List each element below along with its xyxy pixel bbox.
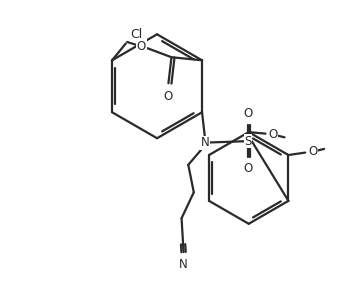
Text: O: O — [163, 90, 172, 103]
Text: O: O — [137, 40, 146, 53]
Text: O: O — [269, 128, 278, 141]
Text: N: N — [201, 136, 209, 149]
Text: O: O — [244, 107, 253, 120]
Text: O: O — [308, 145, 318, 158]
Text: Cl: Cl — [130, 28, 143, 41]
Text: S: S — [244, 135, 252, 148]
Text: N: N — [179, 258, 188, 271]
Text: O: O — [244, 162, 253, 175]
